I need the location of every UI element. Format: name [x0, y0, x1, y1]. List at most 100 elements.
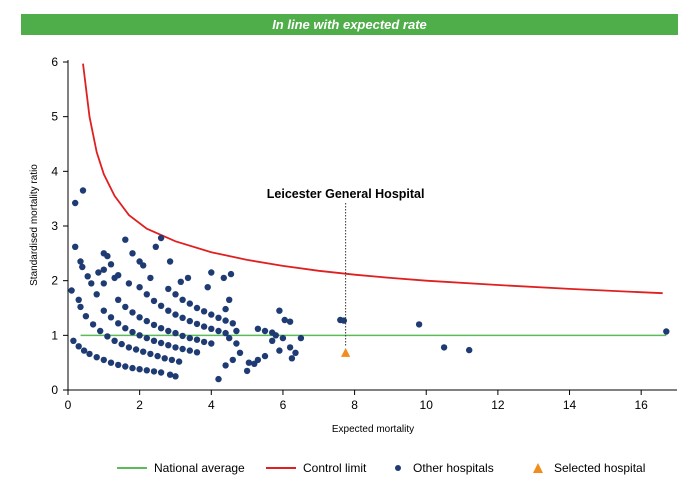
other-hospital-point — [100, 266, 108, 273]
control-limit-group — [82, 63, 663, 295]
y-tick-label: 4 — [51, 164, 58, 178]
x-axis-title: Expected mortality — [332, 424, 414, 435]
y-tick-label: 0 — [51, 383, 58, 397]
other-hospital-point — [136, 332, 143, 339]
banner-text: In line with expected rate — [272, 17, 427, 32]
other-hospital-point — [75, 343, 82, 350]
other-hospital-point — [122, 303, 129, 311]
status-banner: In line with expected rate — [21, 14, 678, 35]
other-hospital-point — [440, 344, 448, 351]
other-hospital-point — [84, 273, 91, 280]
other-hospital-point — [150, 368, 158, 375]
other-hospital-point — [251, 360, 258, 367]
other-hospital-point — [147, 350, 154, 358]
other-hospital-point — [261, 327, 269, 335]
other-hospital-point — [95, 269, 102, 276]
other-hospital-point — [200, 308, 208, 315]
other-hospital-point — [272, 332, 279, 339]
other-hospital-point — [663, 328, 670, 335]
other-hospital-point — [93, 291, 100, 298]
other-hospital-point — [179, 296, 186, 303]
legend-other-hospitals-label: Other hospitals — [413, 461, 494, 475]
other-hospital-point — [254, 325, 262, 332]
annotation-group: Leicester General Hospital — [267, 187, 424, 347]
other-hospital-point — [279, 334, 287, 342]
other-hospital-point — [100, 280, 108, 287]
other-hospital-point — [93, 354, 100, 361]
legend-selected-hospital-swatch — [533, 463, 543, 473]
other-hospital-point — [297, 334, 305, 342]
other-hospital-point — [82, 313, 90, 320]
other-hospital-point — [229, 356, 236, 364]
other-hospital-point — [72, 243, 79, 250]
other-hospital-point — [132, 346, 140, 353]
other-hospital-point — [165, 342, 172, 349]
other-hospital-point — [165, 307, 172, 314]
other-hospital-point — [104, 252, 111, 260]
other-hospital-point — [136, 284, 143, 291]
other-hospital-point — [233, 327, 240, 335]
other-hospital-point — [286, 344, 294, 351]
x-tick-label: 14 — [563, 398, 577, 412]
other-hospital-point — [143, 291, 150, 298]
other-hospital-point — [229, 320, 236, 327]
other-hospital-point — [168, 356, 176, 364]
other-hospital-point — [215, 375, 222, 383]
other-hospital-point — [157, 234, 165, 242]
points-group — [68, 187, 670, 383]
x-tick-label: 0 — [65, 398, 72, 412]
legend-national-average-label: National average — [154, 461, 245, 475]
other-hospital-point — [286, 318, 294, 325]
x-tick-label: 10 — [420, 398, 434, 412]
y-tick-label: 1 — [51, 328, 58, 342]
legend-national-average-swatch — [117, 467, 147, 469]
other-hospital-point — [77, 258, 84, 265]
other-hospital-point — [68, 287, 75, 294]
other-hospital-point — [233, 340, 240, 347]
other-hospital-point — [157, 339, 165, 347]
other-hospital-point — [177, 278, 184, 285]
other-hospital-point — [175, 358, 183, 365]
other-hospital-point — [129, 250, 136, 257]
other-hospital-point — [147, 274, 154, 282]
y-axis-title: Standardised mortality ratio — [29, 164, 40, 286]
other-hospital-point — [172, 311, 179, 318]
legend-control-limit-label: Control limit — [303, 461, 367, 475]
other-hospital-point — [227, 270, 235, 278]
x-tick-label: 6 — [280, 398, 287, 412]
other-hospital-point — [143, 367, 150, 374]
other-hospital-point — [79, 187, 87, 194]
other-hospital-point — [136, 366, 143, 373]
other-hospital-point — [340, 317, 347, 324]
other-hospital-point — [288, 355, 296, 362]
legend-control-limit-swatch — [266, 467, 296, 469]
other-hospital-point — [143, 317, 150, 325]
other-hospital-point — [122, 363, 129, 370]
other-hospital-point — [193, 320, 201, 328]
other-hospital-point — [222, 317, 229, 324]
other-hospital-point — [77, 303, 84, 311]
other-hospital-point — [193, 349, 201, 356]
other-hospital-point — [165, 285, 172, 293]
other-hospital-point — [172, 291, 179, 298]
y-tick-label: 2 — [51, 274, 58, 288]
other-hospital-point — [89, 321, 97, 328]
other-hospital-point — [292, 349, 299, 356]
other-hospital-point — [222, 329, 229, 337]
other-hospital-point — [208, 269, 215, 276]
other-hospital-point — [86, 350, 93, 358]
other-hospital-point — [152, 243, 159, 250]
legend-control-limit: Control limit — [266, 456, 366, 480]
other-hospital-point — [157, 302, 165, 309]
other-hospital-point — [122, 325, 129, 332]
other-hospital-point — [184, 274, 192, 282]
other-hospital-point — [136, 314, 143, 321]
other-hospital-point — [161, 355, 168, 362]
other-hospital-point — [104, 333, 111, 340]
other-hospital-point — [215, 327, 222, 335]
x-tick-label: 12 — [491, 398, 505, 412]
other-hospital-point — [166, 258, 174, 265]
other-hospital-point — [111, 337, 118, 344]
